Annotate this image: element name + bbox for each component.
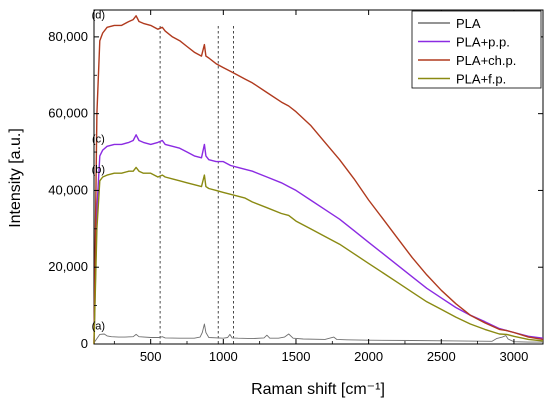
x-tick-label-5: 3000 (499, 349, 528, 364)
y-tick-label-0: 0 (81, 336, 88, 351)
series-line-0 (93, 323, 543, 344)
y-tick-label-1: 20,000 (48, 259, 88, 274)
series-line-1 (93, 134, 544, 345)
x-axis-title: Raman shift [cm⁻¹] (251, 381, 385, 398)
y-tick-label-4: 80,000 (48, 29, 88, 44)
series-line-2 (93, 15, 544, 345)
x-tick-label-4: 2500 (427, 349, 456, 364)
y-axis: 0 20,000 40,000 60,000 80,000 (48, 29, 543, 351)
legend: PLA PLA+p.p. PLA+ch.p. PLA+f.p. (411, 10, 542, 89)
plot-frame (93, 9, 544, 345)
annotation-label-1: (b) (92, 164, 105, 176)
x-tick-label-3: 2000 (354, 349, 383, 364)
legend-label-0: PLA (456, 16, 481, 31)
x-tick-label-1: 1000 (209, 349, 238, 364)
legend-label-1: PLA+p.p. (456, 35, 510, 50)
series-line-3 (93, 166, 544, 345)
annotation-label-3: (d) (92, 9, 105, 21)
vertical-markers (159, 26, 234, 344)
legend-box (411, 10, 542, 89)
x-tick-label-0: 500 (140, 349, 162, 364)
y-tick-label-2: 40,000 (48, 182, 88, 197)
legend-label-2: PLA+ch.p. (456, 53, 516, 68)
y-tick-label-3: 60,000 (48, 106, 88, 121)
legend-label-3: PLA+f.p. (456, 72, 506, 87)
y-axis-title: Intensity [a.u.] (7, 128, 24, 228)
x-tick-label-2: 1500 (282, 349, 311, 364)
series-lines (93, 15, 544, 345)
curve-annotations: (a) (b) (c) (d) (92, 9, 105, 332)
annotation-label-0: (a) (92, 320, 105, 332)
annotation-label-2: (c) (92, 133, 105, 145)
